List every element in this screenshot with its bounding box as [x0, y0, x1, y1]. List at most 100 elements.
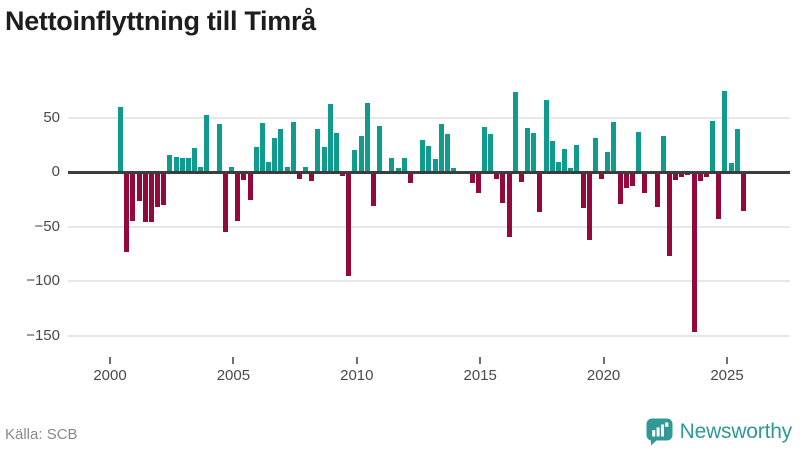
newsworthy-badge-icon [646, 418, 799, 446]
y-axis-tick-label: −150 [26, 326, 60, 344]
bar-positive [327, 104, 333, 172]
bar-negative [691, 172, 697, 333]
bar-positive [512, 92, 518, 172]
bar-positive [549, 141, 555, 172]
bar-negative [617, 172, 623, 204]
bar-negative [124, 172, 130, 252]
y-axis-tick-label: 50 [43, 108, 60, 126]
bar-positive [395, 167, 401, 172]
bar-positive [204, 115, 210, 172]
bar-negative [642, 172, 648, 193]
bar-positive [438, 124, 444, 172]
bar-positive [377, 126, 383, 172]
bar-negative [537, 172, 543, 213]
x-axis-tick-label: 2000 [93, 367, 127, 384]
bar-positive [118, 106, 123, 172]
bar-positive [321, 146, 327, 172]
bar-positive [488, 133, 494, 172]
bar-positive [216, 124, 222, 172]
bar-positive [272, 138, 278, 172]
bar-positive [531, 132, 537, 172]
bar-negative [161, 172, 167, 205]
bar-negative [142, 172, 148, 223]
bar-negative [666, 172, 672, 256]
bar-negative [500, 172, 506, 203]
gridline [68, 334, 790, 337]
bar-positive [179, 157, 185, 172]
y-axis-tick-label: −50 [34, 217, 60, 235]
bar-positive [192, 148, 198, 172]
bar-negative [697, 172, 703, 181]
x-axis-tick-label: 2005 [216, 367, 251, 384]
bar-negative [370, 172, 376, 206]
bar-positive [278, 129, 284, 172]
bar-negative [296, 172, 302, 179]
bar-positive [722, 91, 728, 172]
bar-positive [451, 167, 457, 172]
bar-positive [574, 144, 580, 172]
bar-negative [599, 172, 605, 179]
bar-positive [555, 162, 561, 172]
bar-positive [636, 131, 642, 172]
bar-negative [469, 172, 475, 183]
bar-negative [494, 172, 500, 179]
bar-negative [703, 172, 709, 178]
bar-positive [543, 100, 549, 172]
bar-positive [734, 129, 740, 172]
x-axis-tick [355, 357, 358, 364]
bar-positive [185, 157, 191, 172]
bar-positive [229, 166, 235, 172]
bar-positive [389, 157, 395, 172]
bar-positive [420, 140, 426, 172]
x-axis-tick [726, 357, 728, 364]
x-axis-tick-label: 2020 [586, 367, 621, 384]
bar-positive [481, 127, 487, 172]
bar-negative [346, 172, 352, 276]
bar-positive [358, 136, 364, 172]
bar-positive [401, 157, 407, 172]
x-axis-tick-label: 2015 [463, 367, 497, 384]
bar-positive [568, 167, 574, 172]
bar-negative [673, 172, 679, 180]
gridline [68, 116, 790, 119]
bar-positive [315, 129, 321, 172]
bar-negative [136, 172, 142, 202]
brand-logo: Newsworthy [646, 418, 799, 446]
bar-positive [352, 150, 358, 172]
bar-positive [660, 136, 666, 172]
bar-positive [167, 154, 173, 172]
bar-negative [716, 172, 722, 219]
bar-negative [685, 172, 691, 176]
brand-name: Newsworthy [679, 420, 793, 443]
bar-negative [518, 172, 524, 182]
y-axis-tick-label: −100 [26, 272, 60, 289]
x-axis-tick-label: 2010 [340, 367, 374, 384]
bar-positive [173, 156, 179, 172]
bar-negative [148, 172, 154, 223]
bar-positive [284, 166, 290, 172]
bar-positive [333, 132, 339, 172]
x-axis-tick [479, 357, 482, 364]
bar-negative [235, 172, 241, 222]
zero-axis-line [68, 170, 790, 174]
bar-negative [679, 172, 685, 178]
bar-negative [586, 172, 592, 240]
bar-positive [364, 103, 370, 172]
bar-negative [580, 172, 586, 208]
bar-positive [728, 163, 734, 172]
bar-negative [623, 172, 629, 189]
bar-negative [340, 172, 346, 177]
bar-positive [259, 122, 265, 172]
bar-positive [525, 128, 531, 172]
bar-negative [247, 172, 253, 201]
x-axis-tick [232, 357, 235, 364]
bar-negative [130, 172, 136, 222]
bar-positive [444, 133, 450, 172]
bar-negative [740, 172, 746, 212]
chart-title: Nettoinflyttning till Timrå [5, 6, 316, 36]
bar-negative [241, 172, 247, 180]
bar-positive [303, 166, 309, 172]
x-axis-tick-label: 2025 [710, 367, 744, 384]
bar-negative [475, 172, 481, 193]
bar-positive [253, 146, 259, 172]
